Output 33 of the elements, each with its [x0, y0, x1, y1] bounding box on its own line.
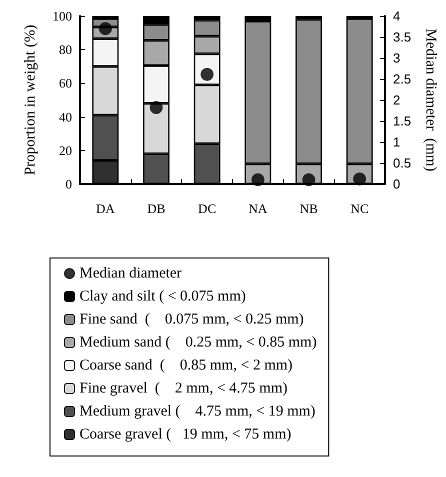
y-tick-label: 80: [59, 42, 72, 58]
y2-tick-label: 4: [393, 8, 400, 24]
x-tick-label: DC: [198, 201, 216, 216]
y-tick-label: 20: [59, 142, 72, 158]
y-tick-label: 60: [59, 76, 72, 91]
legend-label: Medium sand ( 0.25 mm, < 0.85 mm): [80, 334, 317, 350]
y2-tick-label: 2: [393, 92, 400, 108]
x-tick-label: NC: [350, 201, 369, 216]
point: [150, 101, 163, 114]
legend-label: Medium gravel ( 4.75 mm, < 19 mm): [80, 404, 316, 420]
y2-tick-label: 3: [393, 50, 400, 66]
y2-tick-label: 3.5: [393, 30, 412, 44]
legend-label: Coarse gravel ( 19 mm, < 75 mm): [80, 426, 292, 442]
x-tick-label: DA: [96, 201, 116, 216]
y2-tick-label: 1.5: [393, 114, 412, 128]
y-tick-label: 40: [59, 109, 72, 124]
point: [98, 22, 112, 36]
x-tick-label: NA: [248, 201, 268, 216]
x-tick-label: DB: [147, 201, 166, 216]
y-axis-title: Proportion in weight (%): [22, 24, 38, 176]
y-tick-label: 0: [66, 176, 72, 192]
y2-tick-label: 0.5: [393, 156, 412, 170]
legend-label: Fine gravel ( 2 mm, < 4.75 mm): [80, 380, 288, 396]
y2-tick-label: 0: [393, 176, 400, 192]
x-tick-label: NB: [300, 201, 318, 216]
legend-label: Median diameter: [80, 266, 182, 282]
y2-tick-label: 1: [393, 134, 400, 150]
y2-tick-label: 2.5: [393, 72, 412, 86]
legend-label: Fine sand ( 0.075 mm, < 0.25 mm): [80, 312, 304, 328]
y2-axis-title: Median diameter (mm): [422, 28, 438, 172]
legend-label: Coarse sand ( 0.85 mm, < 2 mm): [80, 358, 293, 374]
legend-label: Clay and silt ( < 0.075 mm): [80, 288, 246, 304]
y-tick-label: 100: [52, 8, 72, 24]
